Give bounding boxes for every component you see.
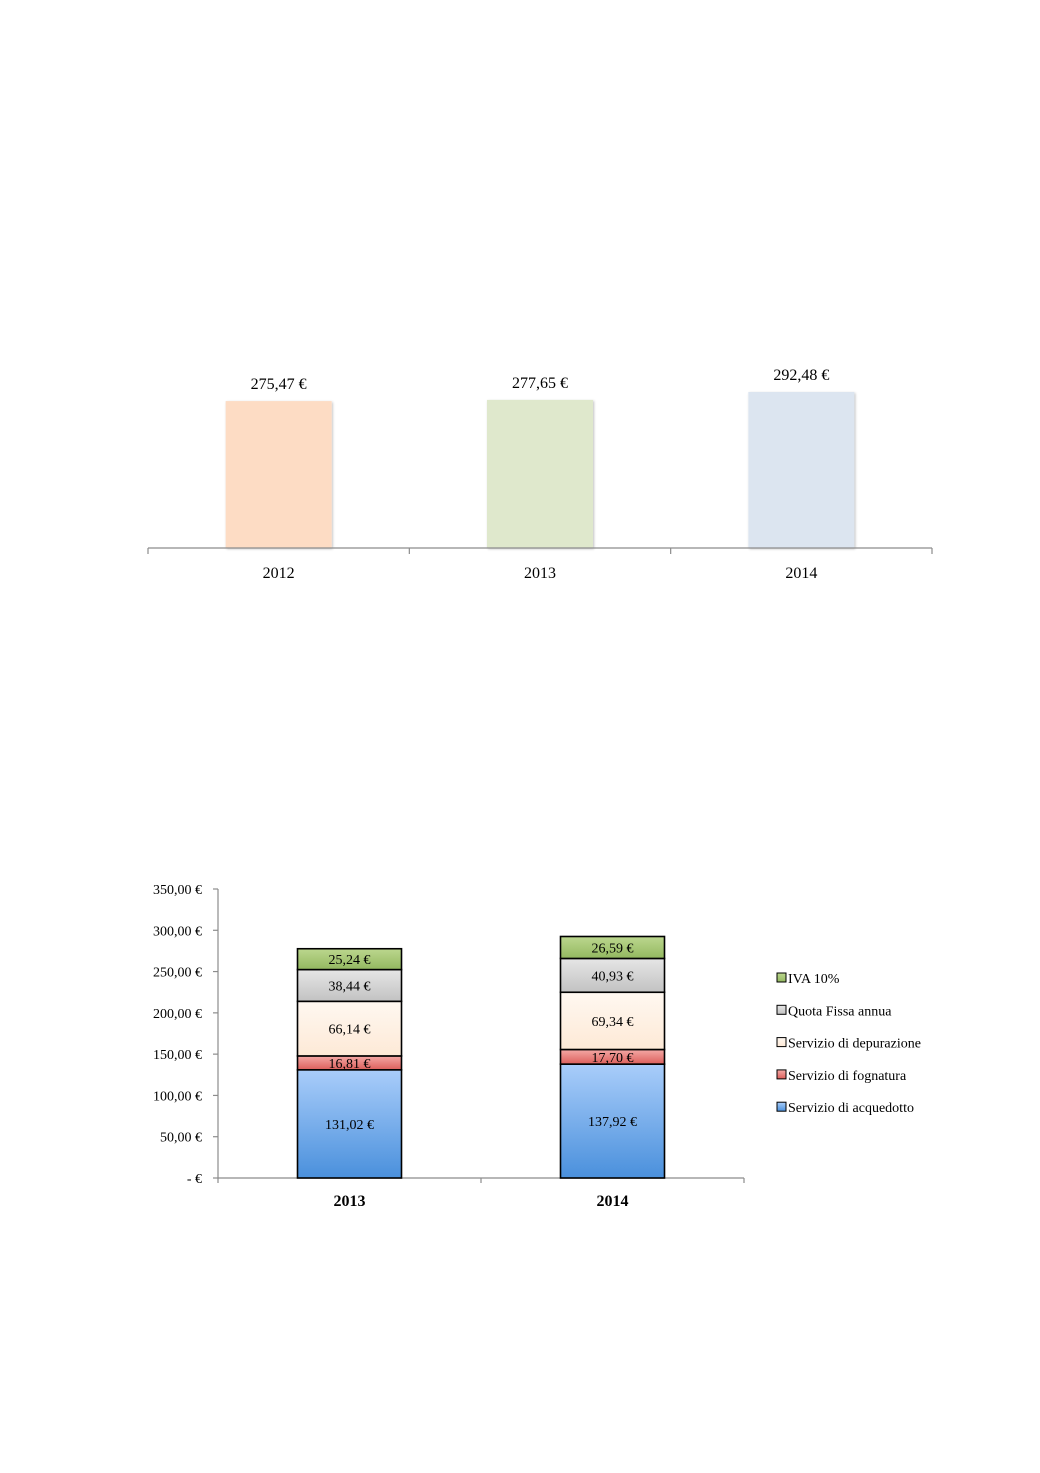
segment-label-2014-2: 69,34 € <box>592 1015 634 1030</box>
y-tick-label: 350,00 € <box>153 883 202 898</box>
legend-entry: Servizio di fognatura <box>788 1069 907 1084</box>
y-tick-label: 50,00 € <box>160 1131 202 1146</box>
segment-label-2014-1: 17,70 € <box>592 1051 634 1066</box>
legend-swatch <box>776 1069 787 1080</box>
legend-entry: IVA 10% <box>788 972 840 987</box>
legend-swatch <box>776 1101 787 1112</box>
yearly-total-bar-chart: 275,47 € 2012 277,65 € 2013 292,48 € 2014 <box>147 367 933 582</box>
x-tick-label-2013: 2013 <box>524 565 556 582</box>
data-label-2012: 275,47 € <box>251 376 307 393</box>
bar-2013 <box>487 399 593 548</box>
x-tick-label-2013: 2013 <box>334 1193 366 1210</box>
segment-label-2013-3: 38,44 € <box>329 979 371 994</box>
segment-2014-4 <box>559 935 666 960</box>
y-tick-label: 250,00 € <box>153 966 202 981</box>
segment-label-2014-0: 137,92 € <box>588 1115 637 1130</box>
segment-label-2013-4: 25,24 € <box>329 953 371 968</box>
segment-label-2013-0: 131,02 € <box>325 1118 374 1133</box>
segment-label-2014-3: 40,93 € <box>592 969 634 984</box>
x-tick-label-2012: 2012 <box>263 565 295 582</box>
legend-entry: Servizio di depurazione <box>788 1037 921 1052</box>
y-tick-label: 100,00 € <box>153 1089 202 1104</box>
segment-label-2013-1: 16,81 € <box>329 1057 371 1072</box>
data-label-2014: 292,48 € <box>773 367 829 384</box>
legend-entry: Servizio di acquedotto <box>788 1101 914 1116</box>
y-tick-label: - € <box>187 1172 202 1187</box>
segment-2014-2 <box>559 991 666 1051</box>
legend-entry: Quota Fissa annua <box>788 1004 892 1019</box>
y-tick-label: 300,00 € <box>153 924 202 939</box>
legend-swatch <box>776 1037 787 1048</box>
legend-swatch <box>776 972 787 983</box>
segment-2013-4 <box>296 947 403 971</box>
segment-2013-2 <box>296 1000 403 1057</box>
segment-label-2013-2: 66,14 € <box>329 1023 371 1038</box>
y-tick-label: 200,00 € <box>153 1007 202 1022</box>
y-tick-label: 150,00 € <box>153 1048 202 1063</box>
bar-2014 <box>748 392 855 548</box>
data-label-2013: 277,65 € <box>512 375 568 392</box>
segment-label-2014-4: 26,59 € <box>592 941 634 956</box>
x-tick-label-2014: 2014 <box>597 1193 629 1210</box>
segment-2013-3 <box>296 968 403 1003</box>
segment-2014-0 <box>559 1063 666 1179</box>
segment-2014-3 <box>559 957 666 994</box>
x-tick-label-2014: 2014 <box>785 565 817 582</box>
legend-swatch <box>776 1004 787 1015</box>
bar-2012 <box>225 401 332 548</box>
